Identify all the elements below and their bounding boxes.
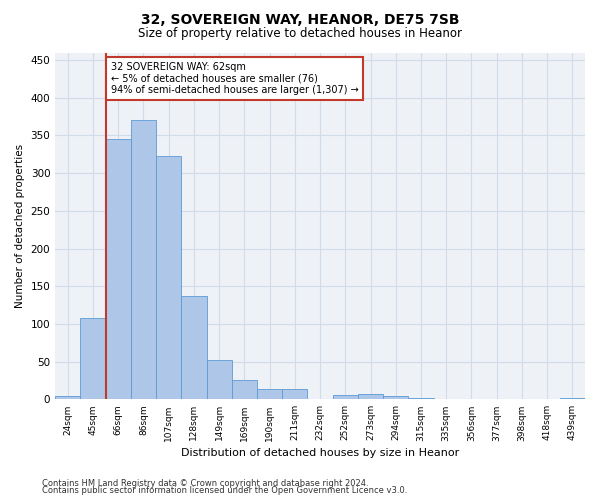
Text: Size of property relative to detached houses in Heanor: Size of property relative to detached ho… xyxy=(138,28,462,40)
Bar xyxy=(409,398,434,400)
Bar xyxy=(560,398,585,400)
Bar xyxy=(332,395,358,400)
Bar xyxy=(232,380,257,400)
Bar xyxy=(206,360,232,400)
Y-axis label: Number of detached properties: Number of detached properties xyxy=(15,144,25,308)
Bar xyxy=(383,396,409,400)
Bar xyxy=(257,389,282,400)
Text: Contains public sector information licensed under the Open Government Licence v3: Contains public sector information licen… xyxy=(42,486,407,495)
Bar xyxy=(181,296,206,400)
Bar xyxy=(80,318,106,400)
Text: 32, SOVEREIGN WAY, HEANOR, DE75 7SB: 32, SOVEREIGN WAY, HEANOR, DE75 7SB xyxy=(141,12,459,26)
Bar xyxy=(55,396,80,400)
Bar xyxy=(358,394,383,400)
Bar xyxy=(156,156,181,400)
Bar xyxy=(282,389,307,400)
Bar xyxy=(131,120,156,400)
Text: 32 SOVEREIGN WAY: 62sqm
← 5% of detached houses are smaller (76)
94% of semi-det: 32 SOVEREIGN WAY: 62sqm ← 5% of detached… xyxy=(110,62,358,94)
Text: Contains HM Land Registry data © Crown copyright and database right 2024.: Contains HM Land Registry data © Crown c… xyxy=(42,478,368,488)
Bar xyxy=(106,139,131,400)
X-axis label: Distribution of detached houses by size in Heanor: Distribution of detached houses by size … xyxy=(181,448,459,458)
